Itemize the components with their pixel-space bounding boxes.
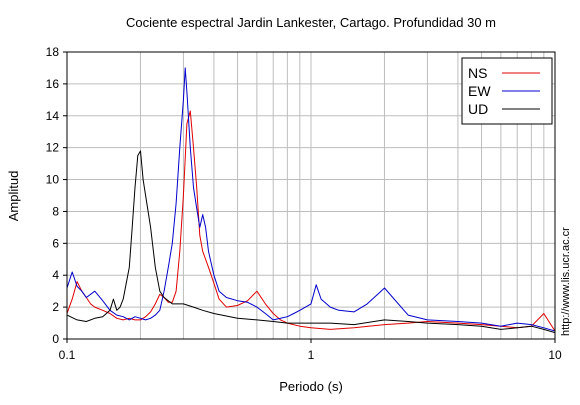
- series-line-ew: [67, 67, 555, 332]
- chart-title: Cociente espectral Jardin Lankester, Car…: [126, 15, 496, 30]
- axes: 0 2 4 6 8 10 12 14 16 18 0.1 1 10: [46, 45, 562, 362]
- y-tick-label: 0: [52, 332, 59, 346]
- y-axis-label: Amplitud: [6, 171, 21, 222]
- watermark-url: http://www.lis.ucr.ac.cr: [560, 227, 572, 336]
- y-tick-label: 6: [52, 236, 59, 250]
- x-tick-label: 0.1: [59, 348, 76, 362]
- legend: NS EW UD: [461, 57, 553, 125]
- legend-label-ns: NS: [468, 65, 487, 81]
- series-line-ns: [67, 110, 555, 332]
- y-tick-label: 18: [46, 45, 60, 59]
- grid: [67, 52, 555, 339]
- y-tick-label: 16: [46, 77, 60, 91]
- y-tick-label: 14: [46, 109, 60, 123]
- legend-label-ew: EW: [468, 83, 491, 99]
- x-tick-label: 10: [548, 348, 562, 362]
- y-tick-label: 4: [52, 268, 59, 282]
- y-tick-label: 10: [46, 173, 60, 187]
- x-axis-label: Periodo (s): [279, 379, 343, 394]
- series-line-ud: [67, 150, 555, 334]
- x-tick-label: 1: [308, 348, 315, 362]
- series-lines: [67, 67, 555, 334]
- legend-label-ud: UD: [468, 101, 488, 117]
- y-tick-label: 2: [52, 300, 59, 314]
- y-tick-label: 12: [46, 141, 60, 155]
- y-tick-label: 8: [52, 204, 59, 218]
